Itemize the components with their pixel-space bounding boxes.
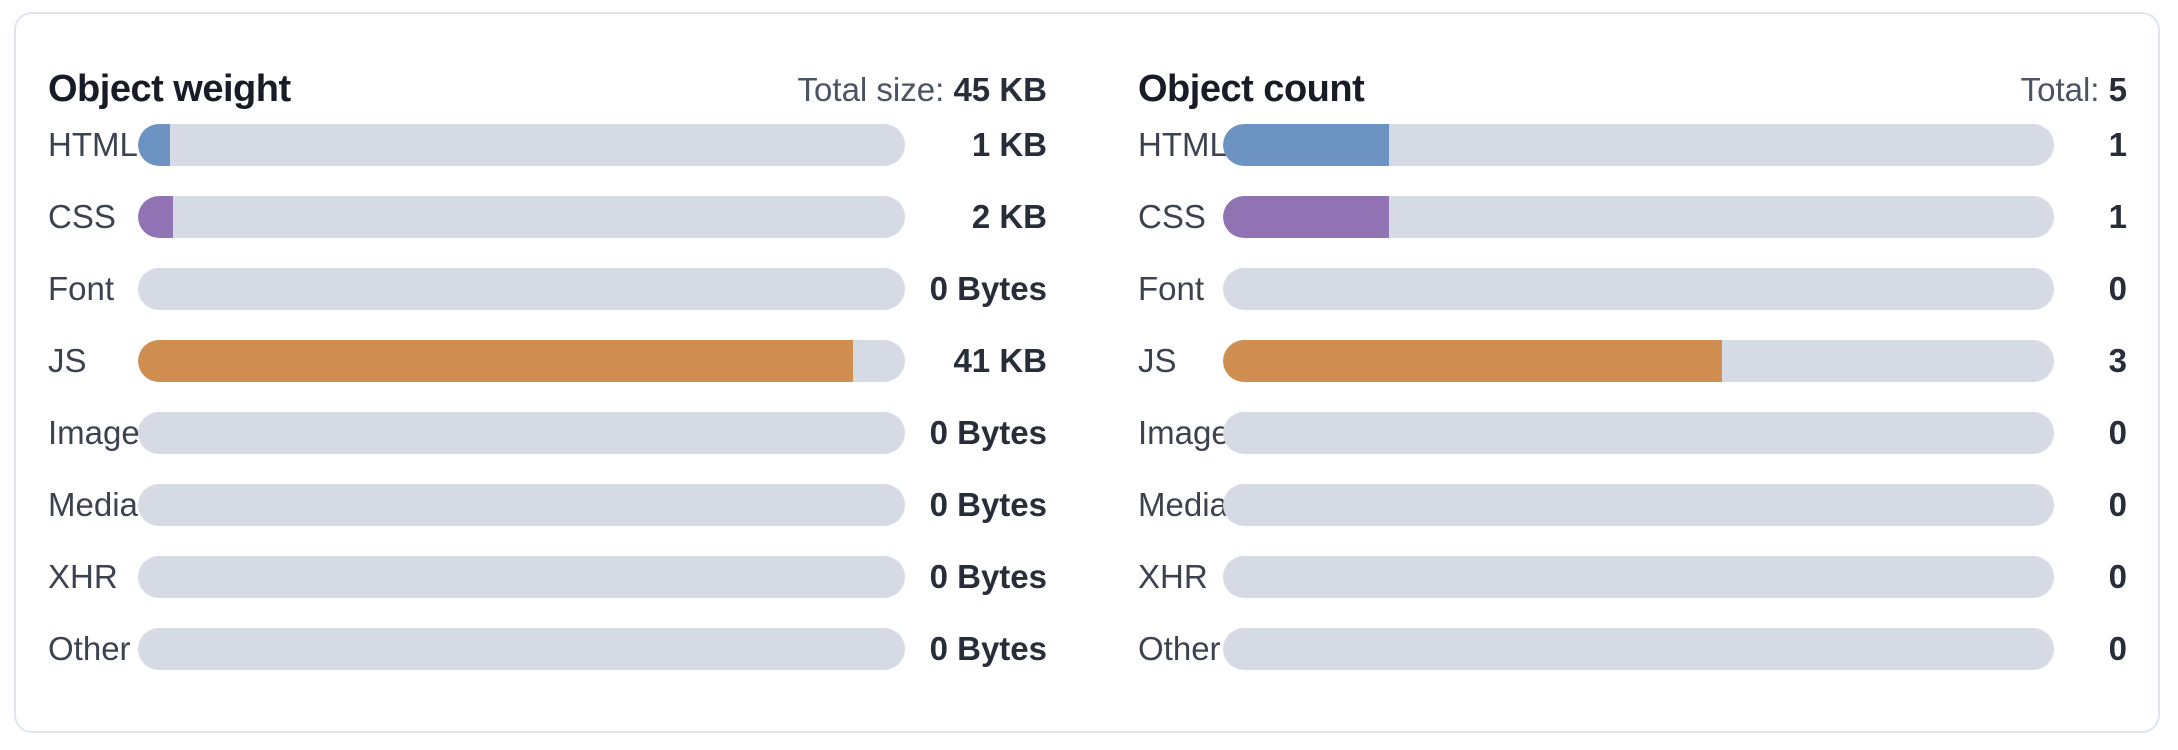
category-label: Font [48,270,115,307]
category-label: Other [48,630,131,667]
total-count-text: Total: 5 [2021,71,2127,109]
chart-row: CSS 1 [1138,196,2127,238]
bar-track [1223,484,2054,526]
value-label: 0 [2108,558,2127,595]
bar-track [138,196,905,238]
panel-title: Object weight [48,68,291,110]
value-label: 0 Bytes [929,414,1047,451]
bar-fill [1223,196,1390,238]
category-label: CSS [48,198,116,235]
value-label: 0 [2108,270,2127,307]
chart-row: Font 0 [1138,268,2127,310]
value-label: 0 Bytes [929,486,1047,523]
chart-row: JS 41 KB [48,340,1047,382]
resources-summary-card: Object weight Total size: 45 KB HTML 1 K… [14,12,2160,733]
value-label: 0 [2108,630,2127,667]
chart-row: Other 0 [1138,628,2127,670]
total-count-value: 5 [2108,71,2127,108]
bar-fill [138,196,173,238]
bar-track [1223,412,2054,454]
bar-track [138,412,905,454]
category-label: Other [1138,630,1221,667]
value-label: 41 KB [953,342,1047,379]
value-label: 3 [2108,342,2127,379]
category-label: HTML [1138,126,1228,163]
total-size-text: Total size: 45 KB [798,71,1047,109]
category-label: Image [48,414,140,451]
value-label: 0 Bytes [929,558,1047,595]
chart-row: XHR 0 [1138,556,2127,598]
value-label: 1 [2108,198,2127,235]
bar-track [1223,196,2054,238]
chart-row: Image 0 [1138,412,2127,454]
chart-row: Media 0 [1138,484,2127,526]
object-weight-header: Object weight Total size: 45 KB [48,38,1047,110]
bar-track [138,556,905,598]
bar-track [138,124,905,166]
total-size-prefix: Total size: [797,71,945,108]
object-count-panel: Object count Total: 5 HTML 1 CSS 1 Font … [1138,38,2127,731]
bar-track [138,268,905,310]
category-label: XHR [48,558,118,595]
chart-row: Other 0 Bytes [48,628,1047,670]
category-label: JS [1138,342,1177,379]
value-label: 1 [2108,126,2127,163]
chart-row: Media 0 Bytes [48,484,1047,526]
category-label: CSS [1138,198,1206,235]
value-label: 1 KB [971,126,1047,163]
bar-track [138,628,905,670]
category-label: XHR [1138,558,1208,595]
chart-row: Image 0 Bytes [48,412,1047,454]
value-label: 0 [2108,486,2127,523]
category-label: Media [1138,486,1228,523]
category-label: Font [1138,270,1205,307]
value-label: 2 KB [971,198,1047,235]
total-count-prefix: Total: [2020,71,2100,108]
bar-track [1223,340,2054,382]
chart-row: CSS 2 KB [48,196,1047,238]
value-label: 0 Bytes [929,630,1047,667]
category-label: JS [48,342,87,379]
category-label: HTML [48,126,138,163]
category-label: Media [48,486,138,523]
object-count-header: Object count Total: 5 [1138,38,2127,110]
bar-fill [1223,340,1722,382]
chart-row: HTML 1 [1138,124,2127,166]
bar-track [1223,628,2054,670]
chart-row: XHR 0 Bytes [48,556,1047,598]
chart-row: HTML 1 KB [48,124,1047,166]
bar-track [1223,268,2054,310]
object-count-rows: HTML 1 CSS 1 Font 0 JS 3 Image 0 Media [1138,124,2127,670]
bar-fill [138,124,171,166]
bar-track [138,340,905,382]
bar-track [1223,556,2054,598]
object-weight-rows: HTML 1 KB CSS 2 KB Font 0 Bytes JS 41 KB… [48,124,1047,670]
bar-fill [138,340,853,382]
category-label: Image [1138,414,1230,451]
value-label: 0 [2108,414,2127,451]
bar-track [1223,124,2054,166]
object-weight-panel: Object weight Total size: 45 KB HTML 1 K… [48,38,1047,731]
chart-row: JS 3 [1138,340,2127,382]
bar-fill [1223,124,1390,166]
total-size-value: 45 KB [953,71,1047,108]
value-label: 0 Bytes [929,270,1047,307]
bar-track [138,484,905,526]
chart-row: Font 0 Bytes [48,268,1047,310]
panel-title: Object count [1138,68,1365,110]
